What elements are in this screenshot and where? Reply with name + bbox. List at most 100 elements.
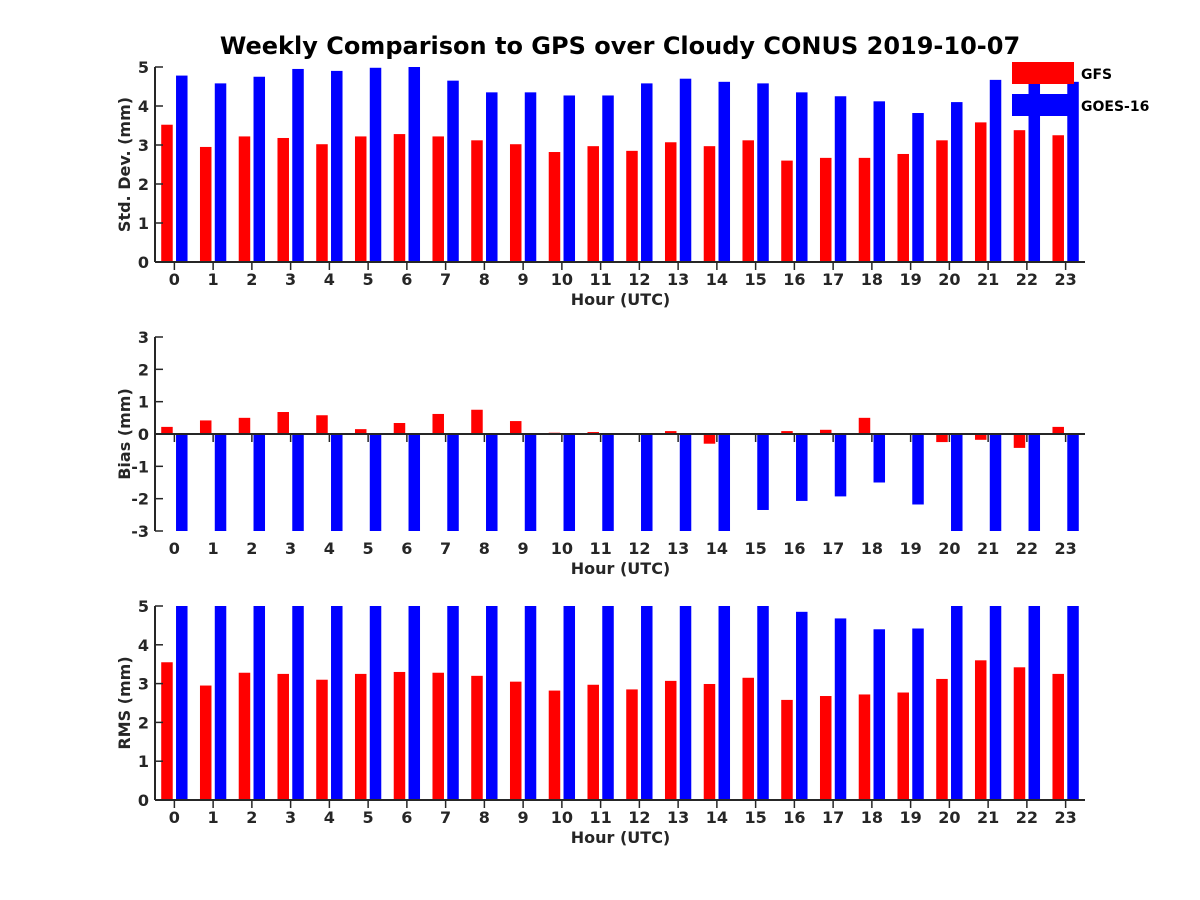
bar-goes-16-hour-3 bbox=[292, 68, 304, 262]
y-tick-label: 2 bbox=[138, 713, 149, 732]
y-tick-label: 3 bbox=[138, 328, 149, 347]
y-tick-label: 1 bbox=[138, 214, 149, 233]
bar-gfs-hour-10 bbox=[548, 152, 561, 262]
x-tick-label: 19 bbox=[899, 808, 921, 827]
x-tick-label: 11 bbox=[589, 808, 611, 827]
bar-goes-16-hour-19 bbox=[912, 434, 924, 505]
bar-goes-16-hour-0 bbox=[176, 75, 188, 262]
x-tick-label: 9 bbox=[518, 539, 529, 558]
x-tick-label: 20 bbox=[938, 539, 960, 558]
bar-gfs-hour-8 bbox=[471, 675, 483, 800]
bar-gfs-hour-15 bbox=[742, 677, 754, 800]
bar-goes-16-hour-5 bbox=[369, 434, 382, 531]
bar-goes-16-hour-13 bbox=[679, 606, 692, 800]
y-tick-label: 3 bbox=[138, 675, 149, 694]
bar-goes-16-hour-22 bbox=[1028, 72, 1041, 262]
bar-gfs-hour-16 bbox=[781, 699, 793, 800]
bar-goes-16-hour-21 bbox=[989, 606, 1002, 800]
bar-gfs-hour-23 bbox=[1052, 426, 1064, 434]
y-tick-label: 0 bbox=[138, 253, 149, 272]
x-tick-label: 17 bbox=[822, 539, 844, 558]
bar-gfs-hour-12 bbox=[626, 689, 638, 800]
bar-goes-16-hour-18 bbox=[873, 434, 886, 483]
bar-goes-16-hour-23 bbox=[1067, 81, 1079, 262]
bar-gfs-hour-6 bbox=[393, 671, 406, 800]
x-tick-label: 22 bbox=[1016, 270, 1038, 289]
bar-gfs-hour-7 bbox=[432, 672, 444, 800]
bar-gfs-hour-21 bbox=[974, 122, 987, 262]
x-tick-label: 1 bbox=[208, 808, 219, 827]
bar-goes-16-hour-7 bbox=[447, 606, 459, 800]
x-tick-label: 17 bbox=[822, 808, 844, 827]
bar-goes-16-hour-6 bbox=[408, 67, 421, 262]
x-tick-label: 1 bbox=[208, 539, 219, 558]
bar-goes-16-hour-6 bbox=[408, 606, 421, 800]
x-tick-label: 5 bbox=[363, 270, 374, 289]
x-tick-label: 18 bbox=[861, 808, 883, 827]
x-tick-label: 4 bbox=[324, 539, 335, 558]
y-tick-label: 1 bbox=[138, 393, 149, 412]
bar-gfs-hour-1 bbox=[199, 685, 212, 800]
x-tick-label: 10 bbox=[551, 808, 573, 827]
bar-goes-16-hour-10 bbox=[563, 95, 576, 262]
bar-gfs-hour-0 bbox=[161, 124, 173, 262]
bar-gfs-hour-9 bbox=[509, 421, 522, 434]
y-tick-label: -1 bbox=[131, 457, 149, 476]
y-tick-label: 4 bbox=[138, 636, 149, 655]
x-tick-label: 19 bbox=[899, 539, 921, 558]
x-tick-label: 8 bbox=[479, 808, 490, 827]
x-axis-label: Hour (UTC) bbox=[571, 828, 671, 847]
bar-gfs-hour-2 bbox=[238, 672, 251, 800]
bar-gfs-hour-17 bbox=[819, 157, 832, 262]
x-tick-label: 10 bbox=[551, 539, 573, 558]
bar-gfs-hour-9 bbox=[509, 681, 522, 800]
bar-goes-16-hour-3 bbox=[292, 606, 304, 800]
bar-goes-16-hour-8 bbox=[486, 92, 498, 262]
bar-gfs-hour-20 bbox=[936, 140, 948, 262]
bar-goes-16-hour-9 bbox=[524, 92, 537, 262]
bar-goes-16-hour-23 bbox=[1067, 434, 1079, 531]
bar-goes-16-hour-4 bbox=[331, 606, 343, 800]
x-tick-label: 9 bbox=[518, 808, 529, 827]
bar-gfs-hour-22 bbox=[1013, 434, 1026, 448]
bar-gfs-hour-2 bbox=[238, 136, 251, 262]
bar-gfs-hour-22 bbox=[1013, 130, 1026, 262]
bar-goes-16-hour-15 bbox=[757, 434, 769, 510]
bar-goes-16-hour-3 bbox=[292, 434, 304, 531]
x-tick-label: 6 bbox=[401, 270, 412, 289]
chart-title: Weekly Comparison to GPS over Cloudy CON… bbox=[220, 32, 1020, 60]
bar-gfs-hour-3 bbox=[277, 137, 289, 262]
y-tick-label: 3 bbox=[138, 136, 149, 155]
x-tick-label: 0 bbox=[169, 270, 180, 289]
bar-gfs-hour-14 bbox=[703, 434, 716, 444]
x-tick-label: 6 bbox=[401, 539, 412, 558]
y-tick-label: 2 bbox=[138, 360, 149, 379]
bar-goes-16-hour-16 bbox=[796, 434, 808, 501]
x-tick-label: 18 bbox=[861, 539, 883, 558]
x-tick-label: 7 bbox=[440, 539, 451, 558]
bar-goes-16-hour-7 bbox=[447, 434, 459, 531]
x-tick-label: 7 bbox=[440, 808, 451, 827]
bar-gfs-hour-22 bbox=[1013, 667, 1026, 800]
bar-gfs-hour-14 bbox=[703, 683, 716, 800]
bar-goes-16-hour-12 bbox=[641, 83, 653, 262]
bar-goes-16-hour-14 bbox=[718, 81, 731, 262]
bar-goes-16-hour-1 bbox=[214, 83, 227, 262]
y-tick-label: 5 bbox=[138, 58, 149, 77]
bar-gfs-hour-18 bbox=[858, 417, 871, 434]
bar-goes-16-hour-14 bbox=[718, 606, 731, 800]
bar-goes-16-hour-14 bbox=[718, 434, 731, 531]
x-tick-label: 2 bbox=[246, 808, 257, 827]
bar-goes-16-hour-11 bbox=[602, 95, 614, 262]
bar-gfs-hour-10 bbox=[548, 690, 561, 800]
x-tick-label: 23 bbox=[1054, 539, 1076, 558]
bar-goes-16-hour-1 bbox=[214, 606, 227, 800]
y-axis-label: RMS (mm) bbox=[115, 656, 134, 749]
bar-gfs-hour-20 bbox=[936, 678, 948, 800]
bar-goes-16-hour-9 bbox=[524, 606, 537, 800]
bar-goes-16-hour-2 bbox=[253, 76, 266, 262]
bar-gfs-hour-5 bbox=[354, 429, 367, 434]
bar-gfs-hour-6 bbox=[393, 134, 406, 262]
